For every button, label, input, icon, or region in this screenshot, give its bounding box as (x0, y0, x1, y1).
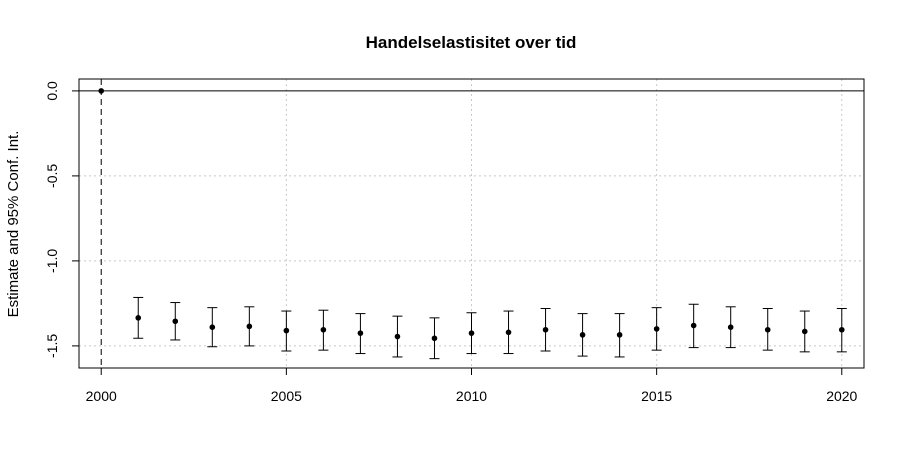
points (98, 88, 845, 342)
data-point (690, 322, 697, 329)
x-tick-label: 2000 (86, 388, 117, 404)
y-tick-label: 0.0 (44, 81, 60, 101)
x-axis: 2000 2005 2010 2015 2020 (86, 367, 858, 404)
data-point (320, 326, 327, 333)
data-point (542, 326, 549, 333)
data-point (172, 318, 179, 325)
data-point (209, 324, 216, 331)
chart-title: Handelselastisitet over tid (366, 33, 577, 52)
x-tick-label: 2010 (456, 388, 487, 404)
data-point (727, 324, 734, 331)
data-point (394, 333, 401, 340)
data-point (135, 315, 142, 321)
reference-lines (79, 79, 864, 368)
data-point (653, 326, 660, 332)
y-axis: 0.0 -0.5 -1.0 -1.5 (44, 81, 80, 358)
x-tick-label: 2005 (271, 388, 302, 404)
x-tick-label: 2020 (826, 388, 857, 404)
y-tick-label: -1.5 (44, 334, 60, 358)
data-point (431, 335, 438, 342)
data-point (246, 323, 253, 330)
data-point (357, 330, 364, 336)
data-point (764, 326, 771, 333)
data-point (616, 332, 623, 338)
data-point (838, 326, 845, 333)
data-point (283, 327, 290, 334)
error-bars (133, 296, 847, 360)
data-point (505, 329, 512, 336)
x-tick-label: 2015 (641, 388, 672, 404)
y-tick-label: -1.0 (44, 249, 60, 273)
data-point (98, 88, 105, 94)
y-tick-label: -0.5 (44, 164, 60, 188)
data-point (468, 330, 475, 336)
data-point (801, 328, 808, 335)
y-axis-label: Estimate and 95% Conf. Int. (5, 131, 22, 318)
data-point (579, 332, 586, 338)
